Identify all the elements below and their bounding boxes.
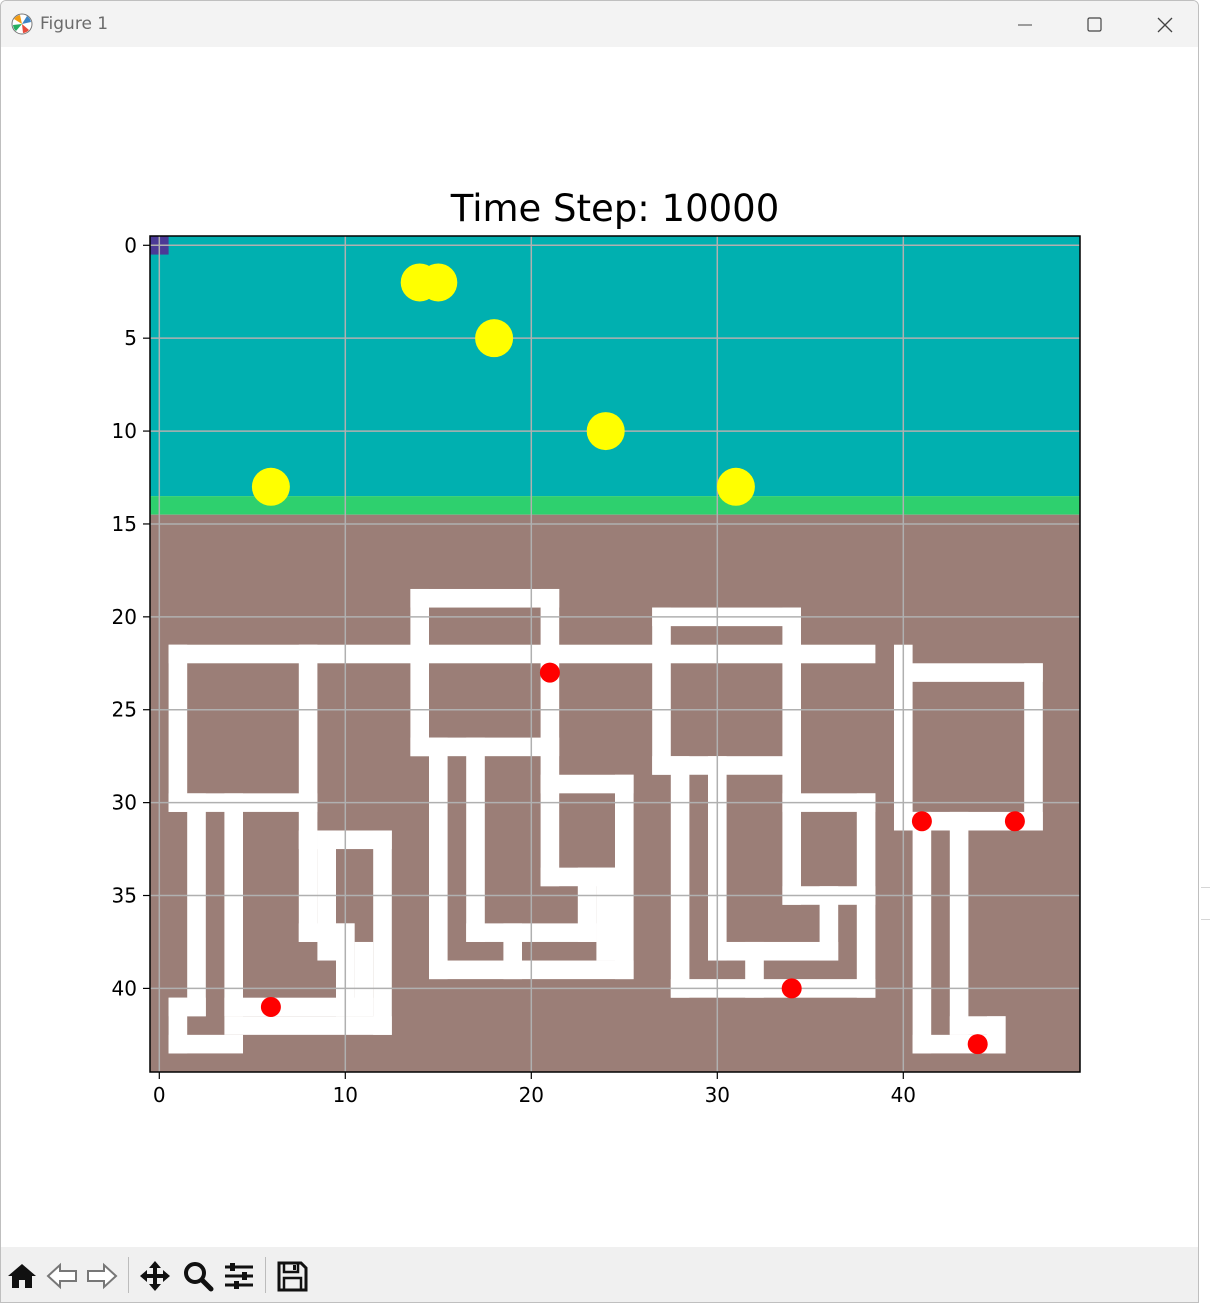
tunnel-segment [949,1016,1006,1035]
back-button[interactable] [45,1259,79,1293]
close-button[interactable] [1129,1,1198,47]
red-marker [539,662,560,683]
tunnel-segment [373,830,392,1035]
x-tick-label: 40 [891,1083,916,1107]
yellow-marker [475,319,514,358]
tunnel-segment [224,1016,392,1035]
tunnel-segment [894,663,1043,682]
y-tick-label: 5 [124,326,137,350]
matplotlib-icon [11,13,33,35]
axes-frame [149,235,1081,1073]
tunnel-segment [708,941,839,961]
configure-subplots-icon [225,1263,253,1289]
maximize-icon [1087,17,1102,32]
x-tick-label: 20 [519,1083,544,1107]
maximize-button[interactable] [1059,1,1129,47]
tunnel-segment [168,997,206,1017]
x-tick-label: 10 [333,1083,358,1107]
tunnel-segment [317,830,392,850]
y-tick-label: 25 [112,698,137,722]
tunnel-segment [652,607,671,775]
tunnel-segment [503,923,522,980]
yellow-marker [251,467,290,506]
window-edge [1201,887,1210,888]
save-button[interactable] [275,1259,309,1293]
y-tick-label: 10 [112,419,137,443]
tunnel-segment [410,588,560,608]
yellow-marker [419,263,458,302]
home-icon [8,1264,36,1288]
shore-region [150,496,1080,515]
pan-button[interactable] [138,1259,172,1293]
title-bar[interactable]: Figure 1 [1,1,1198,47]
y-tick-label: 20 [112,605,137,629]
navigation-toolbar [1,1247,1198,1302]
tunnel-segment [298,644,318,850]
tunnel-segment [540,774,634,794]
tunnel-segment [1024,663,1043,831]
forward-icon [87,1262,118,1290]
tunnel-segment [819,886,839,961]
red-marker [1004,811,1025,832]
tunnel-segment [912,811,932,1054]
home-button[interactable] [5,1259,39,1293]
tunnel-segment [168,644,876,664]
tunnel-segment [894,811,1043,831]
x-tick-label: 0 [153,1083,166,1107]
water-region [150,236,1080,497]
yellow-marker [716,467,755,506]
pan-icon [140,1261,170,1291]
y-tick-label: 15 [112,512,137,536]
x-tick-label: 30 [705,1083,730,1107]
toolbar-separator [265,1257,266,1293]
yellow-marker [586,412,625,451]
red-marker [260,996,281,1017]
configure-subplots-button[interactable] [222,1259,256,1293]
tunnel-segment [745,941,764,998]
minimize-button[interactable] [989,1,1059,47]
window-edge [1201,919,1210,920]
tunnel-segment [429,737,448,980]
grid-plot[interactable]: 0 10 20 30 40 0 5 10 15 20 25 30 35 40 [1,1,1199,1241]
tunnel-segment [466,737,485,942]
y-tick-label: 35 [112,884,137,908]
toolbar-separator [128,1257,129,1293]
back-icon [46,1262,77,1290]
tunnel-segment [187,793,206,1017]
tunnel-segment [540,588,560,794]
red-marker [781,978,802,999]
y-tick-label: 40 [112,976,137,1000]
tunnel-segment [949,811,969,1035]
y-tick-label: 30 [112,791,137,815]
tunnel-segment [168,1034,243,1054]
y-tick-label: 0 [124,233,137,257]
tunnel-segment [224,793,243,1017]
tunnel-segment [596,867,615,961]
zoom-button[interactable] [181,1259,215,1293]
close-icon [1157,17,1173,33]
plot-title: Time Step: 10000 [450,187,780,230]
tunnel-segment [577,867,597,942]
tunnel-segment [670,756,690,998]
tunnel-segment [615,774,634,980]
minimize-icon [1018,24,1032,26]
save-icon [277,1261,308,1292]
red-marker [911,811,932,832]
tunnel-segment [168,644,188,812]
window-title: Figure 1 [40,14,109,34]
forward-button[interactable] [85,1259,119,1293]
tunnel-segment [354,941,374,1017]
zoom-icon [184,1262,214,1292]
tunnel-segment [782,607,801,905]
red-marker [967,1034,988,1055]
tunnel-segment [410,588,429,757]
tunnel-segment [298,830,318,942]
